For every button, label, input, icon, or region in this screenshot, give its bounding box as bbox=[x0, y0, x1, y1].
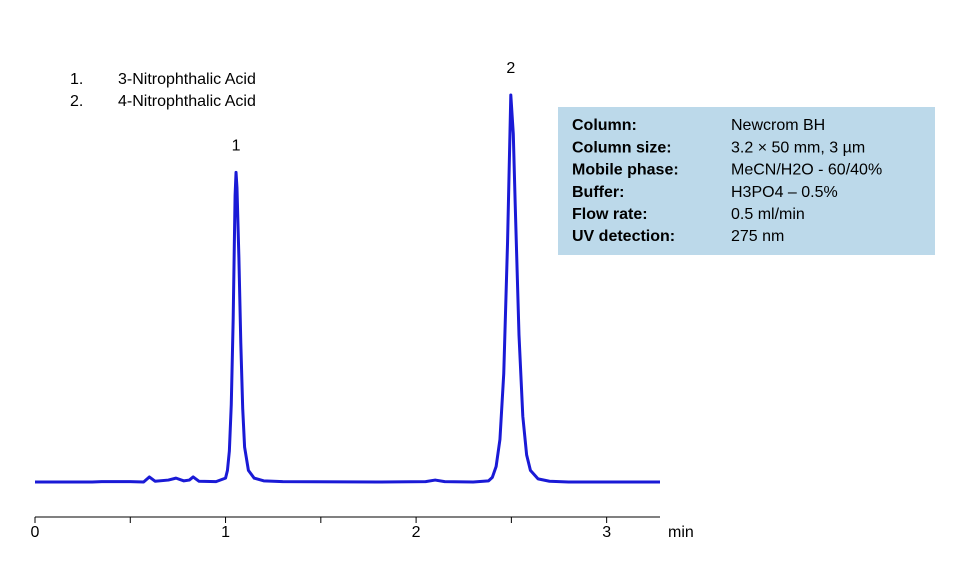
condition-label: Column: bbox=[572, 117, 637, 134]
condition-value: H3PO4 – 0.5% bbox=[731, 184, 838, 201]
condition-label: Column size: bbox=[572, 139, 672, 156]
compound-name: 3-Nitrophthalic Acid bbox=[118, 71, 256, 88]
condition-label: Mobile phase: bbox=[572, 162, 679, 179]
compound-number: 1. bbox=[70, 71, 83, 88]
compound-number: 2. bbox=[70, 93, 83, 110]
condition-label: Buffer: bbox=[572, 184, 624, 201]
x-tick-label: 0 bbox=[31, 524, 40, 541]
condition-value: 3.2 × 50 mm, 3 µm bbox=[731, 139, 865, 156]
condition-value: Newcrom BH bbox=[731, 117, 825, 134]
trace bbox=[35, 93, 660, 484]
x-tick-label: 1 bbox=[221, 524, 230, 541]
peak-label: 1 bbox=[232, 138, 241, 155]
condition-value: 0.5 ml/min bbox=[731, 206, 805, 223]
condition-value: MeCN/H2O - 60/40% bbox=[731, 162, 882, 179]
compound-name: 4-Nitrophthalic Acid bbox=[118, 93, 256, 110]
condition-label: UV detection: bbox=[572, 228, 675, 245]
x-axis-label: min bbox=[668, 524, 694, 541]
condition-value: 275 nm bbox=[731, 228, 784, 245]
x-tick-label: 3 bbox=[602, 524, 611, 541]
x-tick-label: 2 bbox=[412, 524, 421, 541]
peak-label: 2 bbox=[506, 60, 515, 77]
condition-label: Flow rate: bbox=[572, 206, 648, 223]
conditions-box bbox=[558, 107, 935, 255]
